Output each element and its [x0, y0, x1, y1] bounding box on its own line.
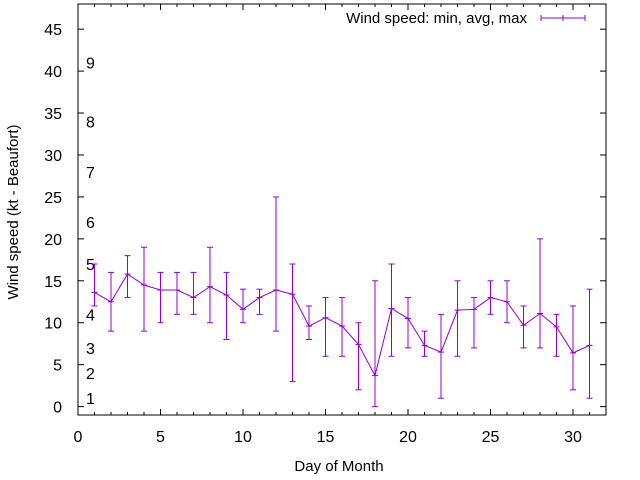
y-tick-label: 45 — [44, 22, 62, 39]
y-tick-label: 20 — [44, 232, 62, 249]
beaufort-label: 5 — [86, 257, 95, 274]
x-tick-label: 5 — [156, 429, 165, 446]
beaufort-label: 6 — [86, 215, 95, 232]
beaufort-scale-labels: 1 2 3 4 5 6 7 8 9 — [86, 56, 95, 409]
x-tick-label: 30 — [564, 429, 582, 446]
beaufort-label: 1 — [86, 391, 95, 408]
y-tick-label: 15 — [44, 274, 62, 291]
y-tick-label: 40 — [44, 64, 62, 81]
error-bars — [91, 196, 593, 408]
beaufort-label: 3 — [86, 341, 95, 358]
y-tick-label: 0 — [53, 400, 62, 417]
beaufort-label: 7 — [86, 165, 95, 182]
y-tick-label: 30 — [44, 148, 62, 165]
x-tick-label: 15 — [317, 429, 335, 446]
x-tick-label: 25 — [482, 429, 500, 446]
x-tick-label: 10 — [234, 429, 252, 446]
legend-label: Wind speed: min, avg, max — [346, 10, 527, 27]
beaufort-label: 4 — [86, 307, 95, 324]
x-tick-label: 20 — [399, 429, 417, 446]
x-axis: 0 5 10 15 20 25 30 — [74, 4, 607, 446]
x-axis-title: Day of Month — [294, 458, 383, 475]
beaufort-label: 9 — [86, 56, 95, 73]
y-tick-label: 25 — [44, 190, 62, 207]
beaufort-label: 8 — [86, 114, 95, 131]
legend: Wind speed: min, avg, max — [346, 10, 586, 27]
series-line-group — [91, 271, 593, 379]
beaufort-label: 2 — [86, 366, 95, 383]
y-tick-label: 35 — [44, 106, 62, 123]
y-axis-title: Wind speed (kt - Beaufort) — [5, 124, 22, 299]
x-tick-label: 0 — [74, 429, 83, 446]
y-tick-label: 5 — [53, 358, 62, 375]
y-tick-label: 10 — [44, 316, 62, 333]
